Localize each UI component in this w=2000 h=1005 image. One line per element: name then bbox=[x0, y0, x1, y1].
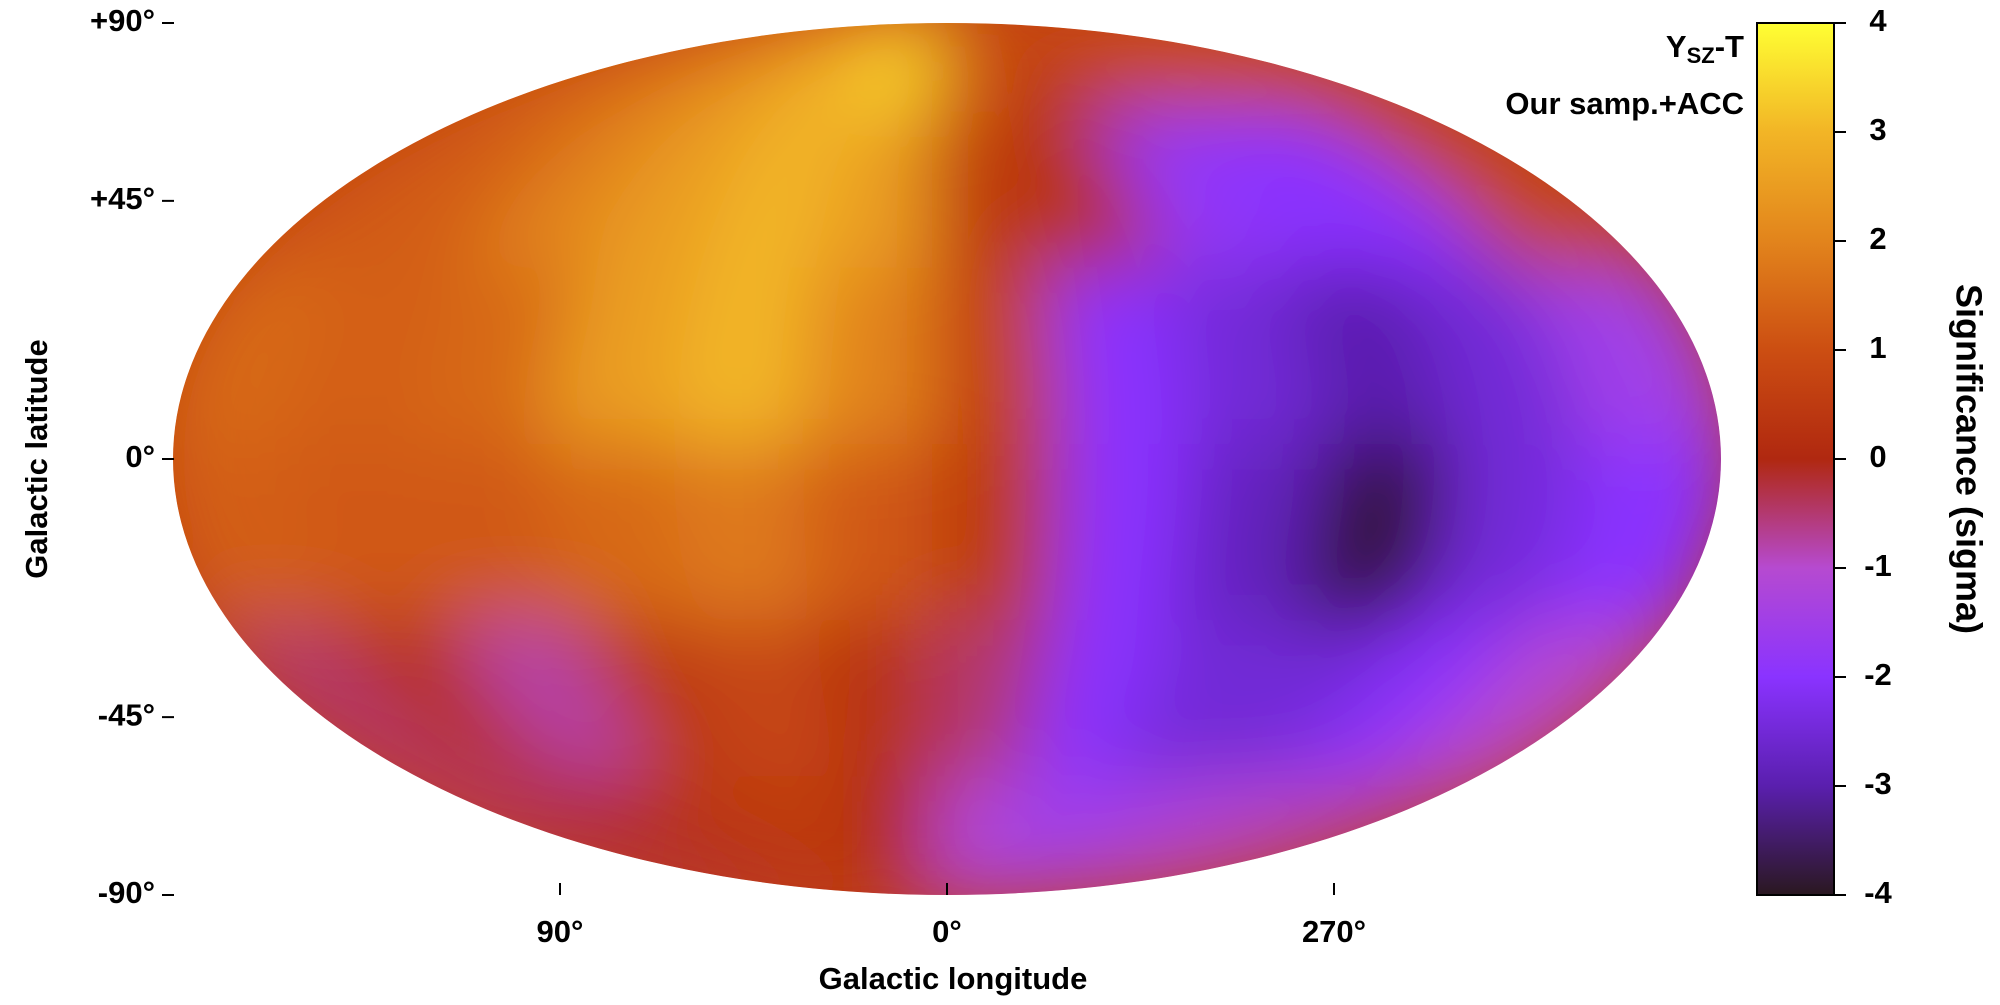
cells bbox=[173, 23, 1721, 895]
y-tick-label: 0° bbox=[125, 439, 155, 474]
colorbar-tick-label: -1 bbox=[1864, 548, 1892, 583]
y-tick-label: +45° bbox=[90, 181, 155, 216]
map-cell bbox=[946, 776, 1455, 895]
map-cell bbox=[811, 620, 962, 807]
colorbar-tick-label: 2 bbox=[1869, 221, 1886, 256]
x-tick-label: 0° bbox=[932, 914, 962, 949]
x-axis-label: Galactic longitude bbox=[819, 961, 1088, 996]
colorbar-label: Significance (sigma) bbox=[1948, 284, 1989, 634]
y-tick-label: -45° bbox=[98, 697, 155, 732]
y-tick-label: +90° bbox=[90, 3, 155, 38]
annotation-sub: SZ bbox=[1687, 43, 1715, 68]
x-tick-label: 270° bbox=[1302, 914, 1366, 949]
y-tick-label: -90° bbox=[98, 875, 155, 910]
colorbar-tick-label: 0 bbox=[1869, 439, 1886, 474]
colorbar-tick-label: -2 bbox=[1864, 657, 1892, 692]
annotation-rest: -T bbox=[1715, 29, 1744, 64]
colorbar-tick-label: -3 bbox=[1864, 766, 1892, 801]
annotation: YSZ-T bbox=[1666, 29, 1744, 68]
colorbar bbox=[1756, 22, 1835, 896]
annotation-base: Y bbox=[1666, 29, 1687, 64]
x-tick-label: 90° bbox=[537, 914, 584, 949]
colorbar-tick-label: -4 bbox=[1864, 875, 1892, 910]
colorbar-tick-label: 1 bbox=[1869, 330, 1886, 365]
sky-map bbox=[173, 23, 1721, 895]
map-cell bbox=[802, 267, 962, 474]
y-axis-label: Galactic latitude bbox=[19, 339, 54, 578]
colorbar-tick-label: 3 bbox=[1869, 112, 1886, 147]
map-cell bbox=[811, 111, 962, 298]
annotation-line2: Our samp.+ACC bbox=[1505, 86, 1744, 121]
colorbar-tick-label: 4 bbox=[1869, 3, 1887, 38]
map-cell bbox=[802, 444, 962, 651]
